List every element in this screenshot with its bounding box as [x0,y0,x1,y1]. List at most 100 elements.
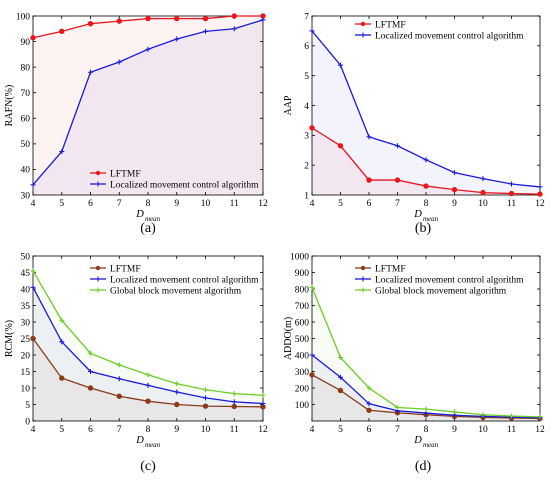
series-area-0 [312,374,540,421]
data-point [537,191,543,197]
x-tick-label: 11 [230,425,239,435]
data-point [116,393,122,399]
data-point [423,406,429,412]
legend-entry-label: Localized movement control algorithm [375,275,524,285]
y-tick-label: 80 [21,63,31,73]
data-point [366,177,372,183]
series-area-2 [312,287,540,421]
y-tick-label: 100 [295,401,310,411]
data-point [395,404,400,410]
legend-swatch-marker [360,21,366,27]
data-point [116,362,122,368]
data-point [231,391,237,397]
legend-entry-label: LFTMF [110,264,141,274]
data-point [309,372,315,378]
y-tick-label: 800 [295,285,310,295]
y-axis-label: RAFN(%) [4,85,15,127]
y-tick-label: 4 [304,102,309,112]
data-point [508,190,515,197]
legend-swatch-marker [360,32,366,38]
data-point [509,413,514,419]
y-tick-label: 10 [21,384,31,394]
panel-label: (c) [140,459,156,474]
data-point [395,143,400,149]
data-point [338,62,343,68]
x-tick-label: 5 [59,425,64,435]
data-point [394,177,401,183]
y-tick-label: 0 [25,417,30,427]
x-tick-label: 10 [478,425,488,435]
data-point [366,407,372,413]
data-point [260,392,266,398]
data-point [145,46,151,52]
y-tick-label: 1 [304,191,309,201]
x-tick-label: 4 [310,425,315,435]
x-tick-label: 11 [507,199,516,209]
data-point [87,385,94,391]
series-area-1 [33,19,263,196]
legend-swatch-marker [360,265,366,271]
x-axis-label-subscript: mean [423,441,439,449]
series-area-0 [33,338,263,421]
legend-entry-label: LFTMF [375,20,406,30]
series-area-1 [312,30,540,195]
y-tick-label: 60 [21,115,31,125]
data-point [203,28,208,34]
x-tick-label: 9 [174,425,179,435]
panel-d: 4 5 6 7 8 9 10 11 12 100 200 300 400 500 600 700 800 900 1… [283,252,545,474]
y-tick-label: 50 [21,140,31,150]
data-point [537,414,543,420]
x-tick-label: 11 [230,199,239,209]
y-tick-label: 700 [295,302,310,312]
series-area-2 [33,270,263,421]
data-point [537,184,543,190]
x-tick-label: 9 [452,199,457,209]
x-tick-label: 4 [310,199,315,209]
x-tick-label: 7 [117,425,122,435]
x-tick-label: 12 [535,199,545,209]
data-point [309,28,315,34]
data-point [59,28,65,35]
y-tick-label: 200 [295,384,310,394]
x-tick-label: 9 [452,425,457,435]
x-tick-label: 11 [507,425,516,435]
x-axis-label-subscript: mean [423,215,439,223]
x-tick-label: 8 [146,199,151,209]
y-tick-label: 90 [21,38,31,48]
data-point [174,401,180,408]
data-point [338,374,343,380]
x-axis-label-subscript: mean [145,215,161,223]
x-tick-label: 7 [395,199,400,209]
y-tick-label: 45 [21,269,31,279]
x-tick-label: 4 [31,199,36,209]
x-tick-label: 7 [395,425,400,435]
data-point [30,182,36,188]
x-axis-label-subscript: mean [145,441,161,449]
y-tick-label: 30 [21,191,31,201]
x-tick-label: 6 [88,199,93,209]
x-tick-label: 5 [338,199,343,209]
legend-entry-label: Localized movement control algorithm [110,180,259,190]
data-point [338,354,343,360]
panel-label: (b) [415,221,432,236]
y-tick-label: 100 [16,12,31,22]
x-tick-label: 10 [201,199,211,209]
data-point [145,372,151,378]
data-point [260,17,266,23]
data-point [145,15,151,22]
data-point [30,268,36,274]
panel-label: (a) [140,221,156,236]
legend-swatch-marker [95,170,101,176]
legend-entry-label: Localized movement control algorithm [375,31,524,41]
data-point [145,398,151,404]
data-point [59,375,65,381]
data-point [452,170,457,176]
data-point [366,401,372,407]
y-tick-label: 300 [295,368,310,378]
data-point [174,389,180,395]
x-tick-label: 5 [338,425,343,435]
data-point [366,385,372,391]
x-axis-label: D [413,209,422,220]
data-point [203,395,208,401]
